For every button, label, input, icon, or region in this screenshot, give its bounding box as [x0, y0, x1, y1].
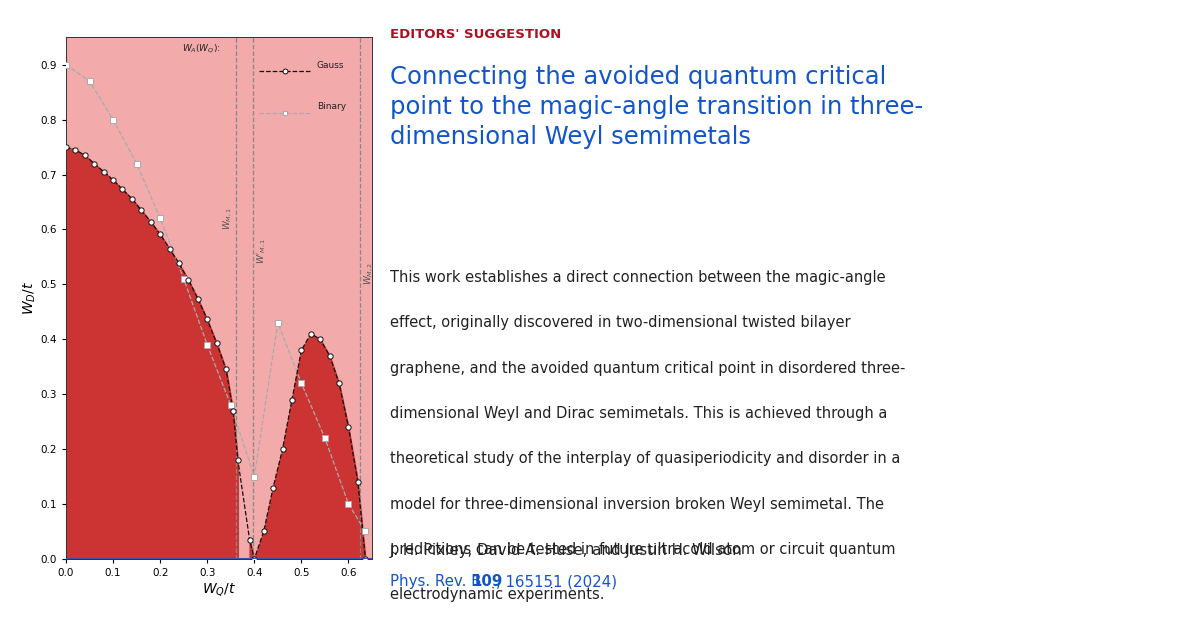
Text: theoretical study of the interplay of quasiperiodicity and disorder in a: theoretical study of the interplay of qu… [390, 451, 900, 466]
Text: predictions can be tested in future ultracold atom or circuit quantum: predictions can be tested in future ultr… [390, 542, 895, 557]
Text: 109: 109 [472, 574, 503, 589]
Text: $W_{M,2}$: $W_{M,2}$ [364, 262, 376, 285]
Text: model for three-dimensional inversion broken Weyl semimetal. The: model for three-dimensional inversion br… [390, 497, 884, 512]
Text: graphene, and the avoided quantum critical point in disordered three-: graphene, and the avoided quantum critic… [390, 361, 905, 376]
Text: , 165151 (2024): , 165151 (2024) [496, 574, 617, 589]
Text: $W_A(W_Q)$:: $W_A(W_Q)$: [182, 42, 221, 55]
Text: effect, originally discovered in two-dimensional twisted bilayer: effect, originally discovered in two-dim… [390, 315, 851, 330]
Text: $W_{M,1}$: $W_{M,1}$ [221, 207, 234, 230]
Text: $W'_{M,1}$: $W'_{M,1}$ [256, 238, 268, 265]
Text: Connecting the avoided quantum critical
point to the magic-angle transition in t: Connecting the avoided quantum critical … [390, 65, 923, 148]
Text: J. H. Pixley, David A. Huse, and Justin H. Wilson: J. H. Pixley, David A. Huse, and Justin … [390, 543, 743, 558]
Text: dimensional Weyl and Dirac semimetals. This is achieved through a: dimensional Weyl and Dirac semimetals. T… [390, 406, 887, 421]
X-axis label: $W_Q/t$: $W_Q/t$ [202, 581, 236, 597]
Text: EDITORS' SUGGESTION: EDITORS' SUGGESTION [390, 28, 562, 41]
Text: Binary: Binary [317, 102, 346, 111]
Text: This work establishes a direct connection between the magic-angle: This work establishes a direct connectio… [390, 270, 886, 285]
Text: electrodynamic experiments.: electrodynamic experiments. [390, 587, 605, 602]
Text: Phys. Rev. B: Phys. Rev. B [390, 574, 486, 589]
Text: Gauss: Gauss [317, 61, 344, 70]
Y-axis label: $W_D/t$: $W_D/t$ [22, 281, 37, 315]
